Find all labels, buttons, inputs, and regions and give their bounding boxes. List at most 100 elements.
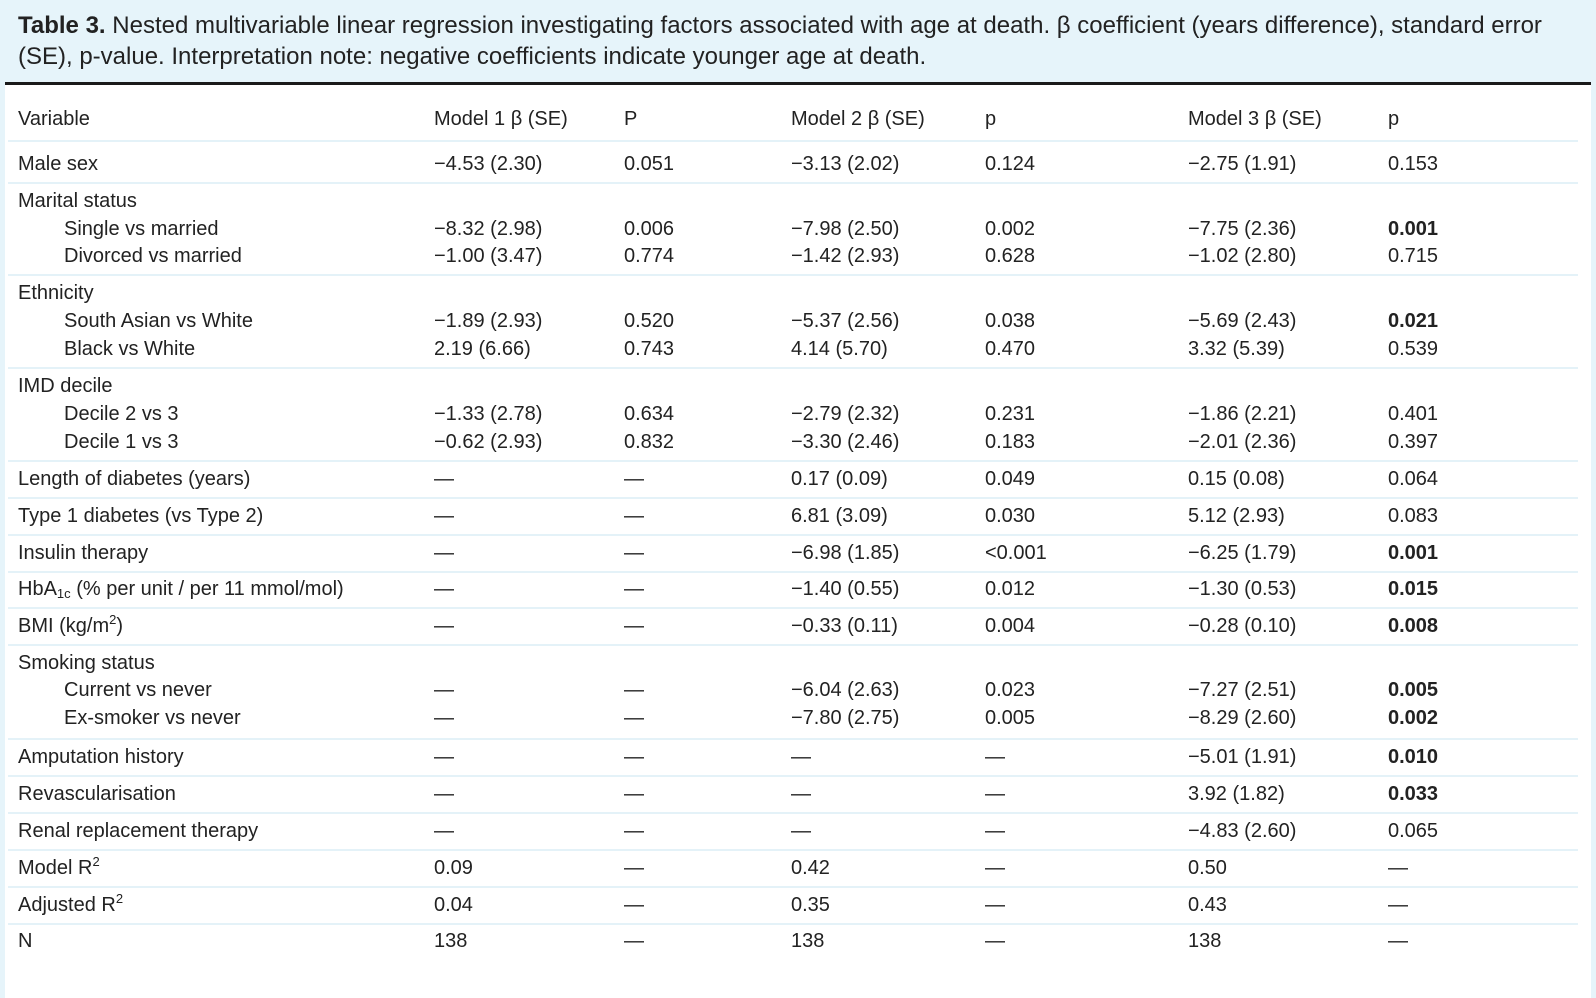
table-cell: 0.001	[1388, 542, 1439, 564]
table-cell: —	[434, 468, 454, 490]
row-label: Male sex	[18, 153, 99, 175]
table-cell: 0.35	[791, 894, 830, 916]
row-separator	[8, 460, 1578, 462]
table-cell: 0.002	[985, 218, 1036, 240]
table-cell: −2.75 (1.91)	[1188, 153, 1297, 175]
table-cell: −1.00 (3.47)	[434, 245, 543, 267]
row-separator	[8, 571, 1578, 573]
row-label: Single vs married	[64, 218, 219, 240]
table-cell: −1.02 (2.80)	[1188, 245, 1297, 267]
table-cell: 0.520	[624, 310, 675, 332]
table-cell: 0.010	[1388, 746, 1439, 768]
table-cell: 138	[1188, 930, 1222, 952]
column-header: Model 2 β (SE)	[791, 108, 925, 130]
table-cell: −0.28 (0.10)	[1188, 615, 1297, 637]
table-cell: 0.012	[985, 578, 1036, 600]
row-label: Decile 2 vs 3	[64, 403, 179, 425]
table-cell: −7.98 (2.50)	[791, 218, 900, 240]
row-label: Decile 1 vs 3	[64, 431, 179, 453]
table-cell: −6.98 (1.85)	[791, 542, 900, 564]
column-header: Model 1 β (SE)	[434, 108, 568, 130]
table-cell: −7.27 (2.51)	[1188, 679, 1297, 701]
table-cell: 0.832	[624, 431, 675, 453]
row-label: Insulin therapy	[18, 542, 149, 564]
table-cell: 0.049	[985, 468, 1036, 490]
table-cell: 0.183	[985, 431, 1036, 453]
table-cell: —	[985, 783, 1005, 805]
row-label: Amputation history	[18, 746, 184, 768]
row-separator	[8, 644, 1578, 646]
row-label: N	[18, 930, 33, 952]
column-header: P	[624, 108, 638, 130]
table-cell: 0.43	[1188, 894, 1227, 916]
table-cell: —	[791, 783, 811, 805]
table-cell: 0.397	[1388, 431, 1439, 453]
row-label: Model R2	[18, 854, 100, 879]
table-cell: −1.30 (0.53)	[1188, 578, 1297, 600]
table-cell: 0.002	[1388, 707, 1439, 729]
row-separator	[8, 367, 1578, 369]
table-cell: —	[624, 468, 644, 490]
table-cell: 0.634	[624, 403, 675, 425]
row-label: Type 1 diabetes (vs Type 2)	[18, 505, 264, 527]
table-cell: —	[791, 820, 811, 842]
column-header: p	[985, 108, 997, 130]
caption-label: Table 3.	[18, 12, 106, 39]
table-cell: −1.33 (2.78)	[434, 403, 543, 425]
table-cell: 0.051	[624, 153, 675, 175]
table-cell: —	[1388, 857, 1408, 879]
table-cell: 0.231	[985, 403, 1036, 425]
table-cell: −4.53 (2.30)	[434, 153, 543, 175]
row-separator	[8, 497, 1578, 499]
table-cell: —	[434, 783, 454, 805]
row-label: Black vs White	[64, 338, 196, 360]
table-cell: 0.008	[1388, 615, 1439, 637]
table-cell: —	[624, 578, 644, 600]
table-cell: 0.04	[434, 894, 473, 916]
table-cell: 0.015	[1388, 578, 1439, 600]
row-label: Current vs never	[64, 679, 212, 701]
column-header: p	[1388, 108, 1400, 130]
table-cell: −5.01 (1.91)	[1188, 746, 1297, 768]
table-cell: −1.42 (2.93)	[791, 245, 900, 267]
table-cell: 0.006	[624, 218, 675, 240]
row-label: Length of diabetes (years)	[18, 468, 251, 490]
table-cell: −5.37 (2.56)	[791, 310, 900, 332]
table-cell: 0.064	[1388, 468, 1439, 490]
table-cell: −8.29 (2.60)	[1188, 707, 1297, 729]
table-cell: —	[624, 930, 644, 952]
table-cell: —	[985, 820, 1005, 842]
table-cell: —	[434, 542, 454, 564]
table-cell: —	[1388, 894, 1408, 916]
column-header: Variable	[18, 108, 90, 130]
row-separator	[8, 274, 1578, 276]
table-cell: 3.92 (1.82)	[1188, 783, 1285, 805]
row-separator	[8, 182, 1578, 184]
table-cell: −7.80 (2.75)	[791, 707, 900, 729]
row-label: Renal replacement therapy	[18, 820, 259, 842]
table-cell: 2.19 (6.66)	[434, 338, 531, 360]
table-cell: 0.15 (0.08)	[1188, 468, 1285, 490]
table-cell: 0.715	[1388, 245, 1439, 267]
table-caption: Table 3. Nested multivariable linear reg…	[18, 10, 1578, 72]
table-cell: 0.005	[985, 707, 1036, 729]
table-cell: —	[434, 707, 454, 729]
table-cell: —	[624, 679, 644, 701]
table-cell: 0.743	[624, 338, 675, 360]
table-cell: —	[1388, 930, 1408, 952]
table-cell: 0.023	[985, 679, 1036, 701]
row-label: South Asian vs White	[64, 310, 253, 332]
table-cell: −8.32 (2.98)	[434, 218, 543, 240]
row-label: Marital status	[18, 190, 137, 212]
column-header: Model 3 β (SE)	[1188, 108, 1322, 130]
table-cell: −1.40 (0.55)	[791, 578, 900, 600]
table-cell: 0.033	[1388, 783, 1439, 805]
row-label: IMD decile	[18, 375, 113, 397]
table-cell: −5.69 (2.43)	[1188, 310, 1297, 332]
table-cell: —	[434, 679, 454, 701]
table-cell: 0.124	[985, 153, 1036, 175]
table-cell: 0.030	[985, 505, 1036, 527]
table-cell: 0.038	[985, 310, 1036, 332]
row-separator	[8, 886, 1578, 888]
table-cell: —	[624, 615, 644, 637]
